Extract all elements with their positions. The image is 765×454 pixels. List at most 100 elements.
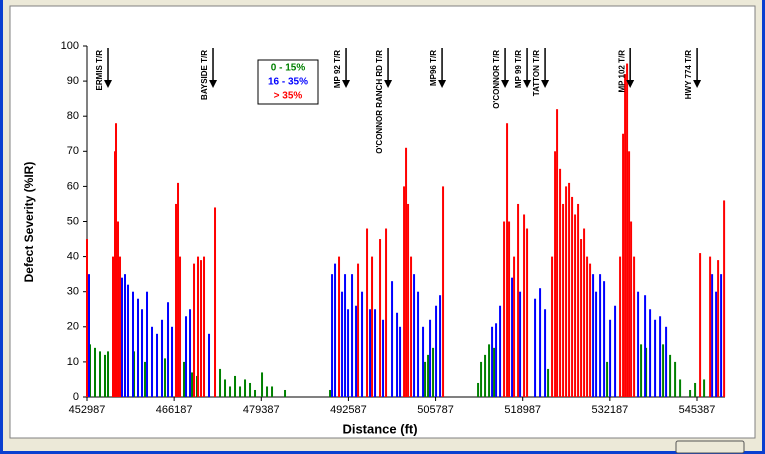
bar (559, 168, 562, 397)
bar (628, 151, 631, 397)
y-tick-label: 0 (73, 391, 79, 403)
bar (534, 298, 537, 397)
bar (523, 214, 526, 397)
bar (244, 379, 247, 397)
bar (151, 326, 154, 397)
bar (547, 368, 550, 397)
bar (234, 375, 237, 397)
bar (369, 309, 372, 397)
bar (183, 361, 186, 397)
annotation-label: O'CONNOR RANCH RD T/R (375, 50, 384, 154)
x-axis-label: Distance (ft) (342, 421, 417, 436)
annotation-label: BAYSIDE T/R (200, 50, 209, 100)
bar (622, 133, 625, 397)
bar (703, 379, 706, 397)
x-tick-label: 518987 (504, 404, 541, 416)
bar (208, 333, 211, 397)
bar (709, 256, 712, 397)
button[interactable] (675, 440, 745, 454)
bar (371, 256, 374, 397)
bar (396, 312, 399, 397)
bar (193, 263, 196, 397)
bar (399, 326, 402, 397)
x-tick-label: 452987 (69, 404, 106, 416)
bar (609, 319, 612, 397)
bar (526, 228, 529, 397)
legend-label: > 35% (274, 91, 303, 102)
bar (189, 309, 192, 397)
bar (88, 274, 91, 397)
bar (144, 361, 147, 397)
bar (574, 214, 577, 397)
bar (424, 361, 427, 397)
y-tick-label: 10 (67, 356, 79, 368)
bar (382, 319, 385, 397)
bar (331, 274, 334, 397)
bar (624, 74, 627, 397)
arrow-head (209, 80, 218, 88)
x-tick-label: 492587 (330, 404, 367, 416)
bar (224, 379, 227, 397)
annotation-label: MP96 T/R (429, 50, 438, 86)
bar (442, 186, 445, 397)
bar (491, 326, 494, 397)
bar (167, 302, 170, 397)
bar (161, 319, 164, 397)
bar (114, 151, 117, 397)
bar (261, 372, 264, 397)
bar (271, 386, 274, 397)
bar (606, 361, 609, 397)
x-tick-label: 479387 (243, 404, 280, 416)
bar (107, 351, 110, 397)
arrow-head (501, 80, 510, 88)
bar (94, 347, 97, 397)
bar (191, 372, 194, 397)
bar (503, 221, 506, 397)
bar (266, 386, 269, 397)
bar (361, 291, 364, 397)
y-tick-label: 80 (67, 110, 79, 122)
bar (493, 347, 496, 397)
x-tick-label: 532187 (591, 404, 628, 416)
bar (117, 221, 120, 397)
bar (644, 295, 647, 397)
bar (577, 203, 580, 397)
annotation-label: MP 99 T/R (514, 50, 523, 88)
bar (403, 186, 406, 397)
bar (715, 291, 718, 397)
bar (477, 382, 480, 397)
bar (124, 274, 127, 397)
bar (429, 319, 432, 397)
y-axis-label: Defect Severity (%IR) (22, 162, 36, 283)
bar (112, 256, 115, 397)
annotation-label: TATTON T/R (532, 50, 541, 96)
bar (592, 274, 595, 397)
bar (674, 361, 677, 397)
arrow-head (523, 80, 532, 88)
bar (355, 305, 358, 397)
arrow-head (104, 80, 113, 88)
annotation-label: HWY 774 T/R (684, 50, 693, 99)
bar (344, 274, 347, 397)
bar (544, 309, 547, 397)
bar (513, 256, 516, 397)
bar (583, 228, 586, 397)
bar (539, 288, 542, 397)
bar (599, 274, 602, 397)
bar (723, 200, 726, 397)
arrow-head (626, 80, 635, 88)
bar (374, 309, 377, 397)
bar (586, 256, 589, 397)
bar (603, 281, 606, 397)
bar (341, 291, 344, 397)
bar (347, 309, 350, 397)
y-tick-label: 20 (67, 321, 79, 333)
bar (565, 186, 568, 397)
bar (554, 151, 557, 397)
bar (669, 354, 672, 397)
bar (495, 323, 498, 397)
bar (410, 256, 413, 397)
bar (659, 316, 662, 397)
bar (720, 274, 723, 397)
